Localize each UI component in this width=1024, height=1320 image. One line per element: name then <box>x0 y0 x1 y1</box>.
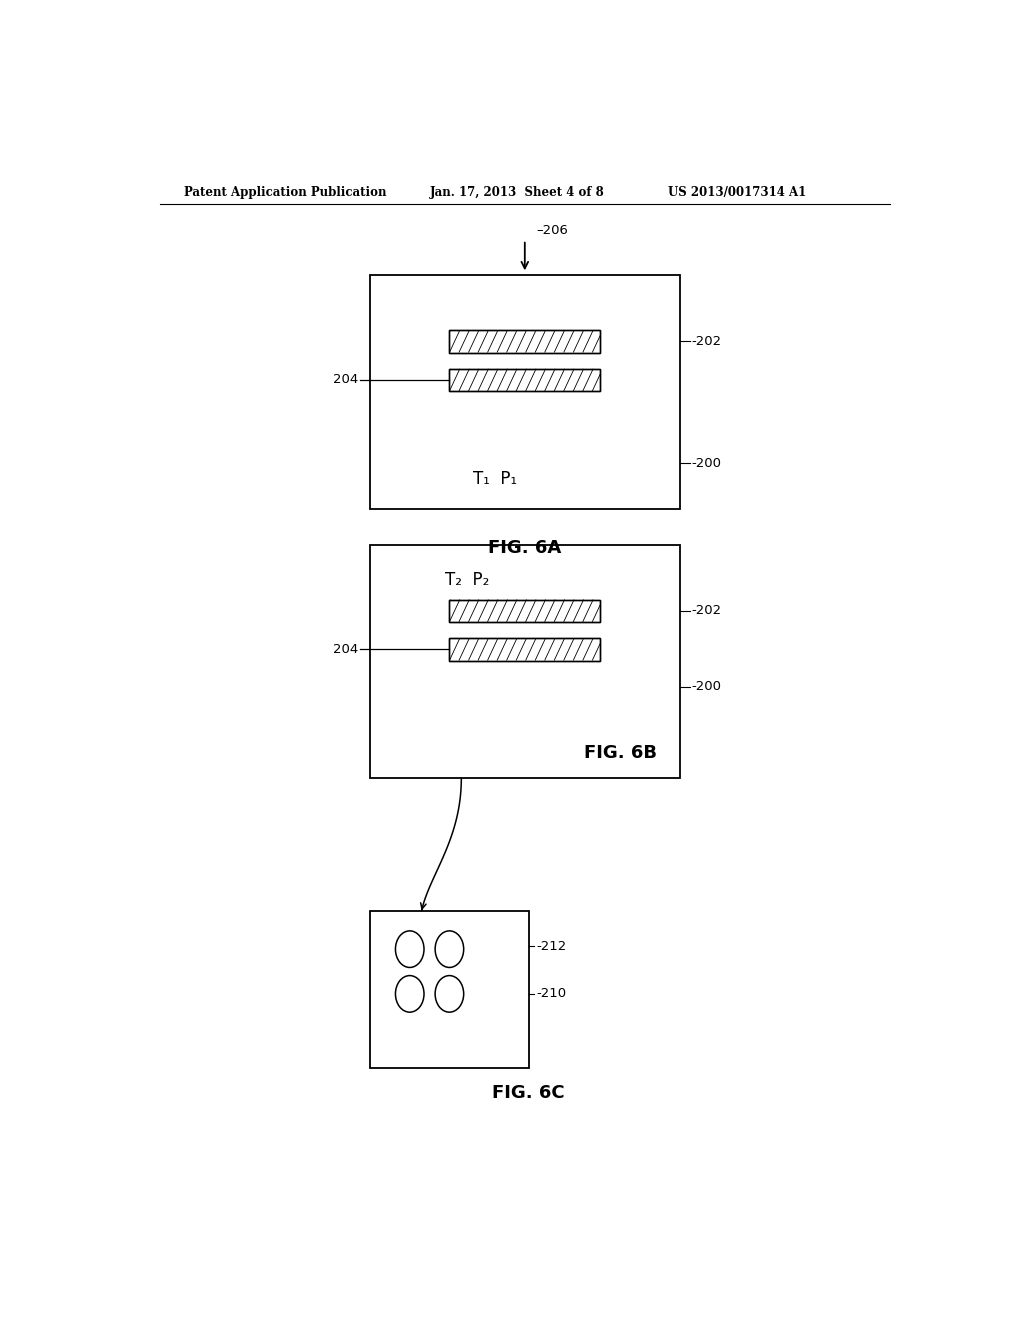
Bar <box>450 368 600 391</box>
Text: -202: -202 <box>691 605 722 618</box>
Bar <box>370 545 680 779</box>
Bar <box>450 638 600 660</box>
Bar <box>370 276 680 510</box>
Text: –206: –206 <box>537 223 568 236</box>
Text: Jan. 17, 2013  Sheet 4 of 8: Jan. 17, 2013 Sheet 4 of 8 <box>430 186 604 199</box>
Text: 204: 204 <box>333 643 358 656</box>
Bar <box>370 911 528 1068</box>
Bar <box>450 599 600 622</box>
Text: -212: -212 <box>537 940 567 953</box>
Bar <box>450 599 600 622</box>
Text: -210: -210 <box>537 987 567 1001</box>
Text: 204: 204 <box>333 374 358 387</box>
Text: T₂  P₂: T₂ P₂ <box>445 572 489 589</box>
Bar <box>450 330 600 352</box>
Text: -200: -200 <box>691 680 722 693</box>
Bar <box>450 368 600 391</box>
Text: FIG. 6C: FIG. 6C <box>493 1085 565 1102</box>
Text: FIG. 6A: FIG. 6A <box>488 539 561 557</box>
Text: T₁  P₁: T₁ P₁ <box>473 470 517 487</box>
Bar <box>450 330 600 352</box>
Bar <box>450 638 600 660</box>
Text: -200: -200 <box>691 457 722 470</box>
Text: FIG. 6B: FIG. 6B <box>584 744 656 762</box>
Text: US 2013/0017314 A1: US 2013/0017314 A1 <box>668 186 806 199</box>
Text: Patent Application Publication: Patent Application Publication <box>183 186 386 199</box>
Text: -202: -202 <box>691 335 722 348</box>
